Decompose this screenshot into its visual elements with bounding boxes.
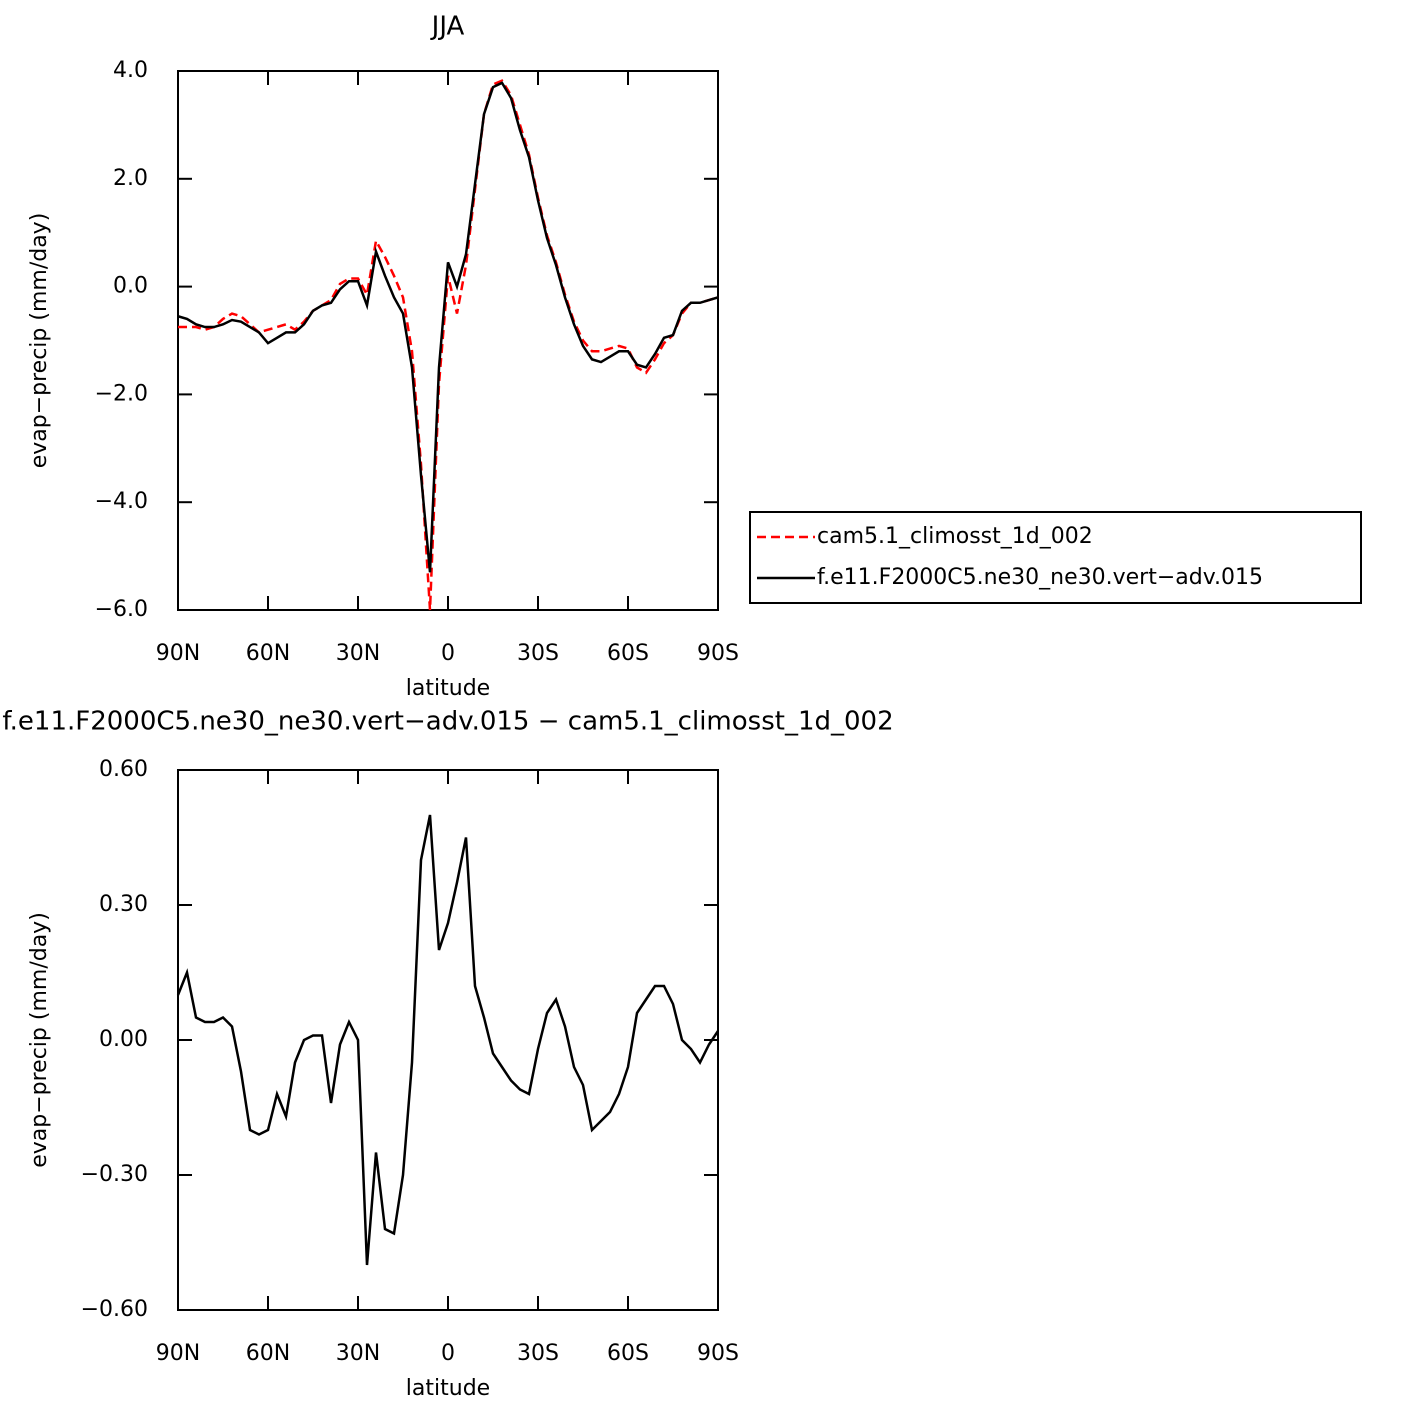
x-tick-label: 0 xyxy=(441,641,455,666)
y-axis-label: evap−precip (mm/day) xyxy=(27,912,52,1168)
x-axis-label: latitude xyxy=(406,1376,490,1401)
legend: cam5.1_climosst_1d_002 f.e11.F2000C5.ne30… xyxy=(749,511,1362,604)
x-tick-label: 0 xyxy=(441,1341,455,1366)
chart-title: f.e11.F2000C5.ne30_ne30.vert−adv.015 − c… xyxy=(2,707,893,737)
x-tick-label: 90N xyxy=(156,641,200,666)
y-tick-label: −0.30 xyxy=(81,1162,148,1187)
y-tick-label: 0.0 xyxy=(113,274,148,299)
plot-frame xyxy=(177,769,719,1311)
x-tick-label: 60N xyxy=(246,641,290,666)
y-axis-label: evap−precip (mm/day) xyxy=(27,213,52,469)
x-tick-label: 90S xyxy=(697,641,739,666)
x-tick-label: 30N xyxy=(336,641,380,666)
data-line xyxy=(177,81,719,573)
y-tick-label: −0.60 xyxy=(81,1297,148,1322)
y-tick-label: 0.00 xyxy=(99,1027,148,1052)
x-tick-label: 30S xyxy=(517,1341,559,1366)
data-line xyxy=(176,814,720,1266)
y-tick-label: 0.60 xyxy=(99,757,148,782)
legend-box xyxy=(749,511,1362,604)
plot-frame xyxy=(177,70,719,611)
chart-title: JJA xyxy=(430,12,465,42)
y-tick-label: 4.0 xyxy=(113,58,148,83)
x-tick-label: 30N xyxy=(336,1341,380,1366)
x-tick-label: 60S xyxy=(607,641,649,666)
x-tick-label: 60S xyxy=(607,1341,649,1366)
legend-label: f.e11.F2000C5.ne30_ne30.vert−adv.015 xyxy=(817,565,1263,590)
y-tick-label: 2.0 xyxy=(113,166,148,191)
legend-label: cam5.1_climosst_1d_002 xyxy=(817,524,1093,549)
x-tick-label: 60N xyxy=(246,1341,290,1366)
data-line xyxy=(178,79,719,611)
x-axis-label: latitude xyxy=(406,676,490,701)
y-tick-label: 0.30 xyxy=(99,892,148,917)
y-tick-label: −4.0 xyxy=(95,489,148,514)
x-tick-label: 30S xyxy=(517,641,559,666)
y-tick-label: −6.0 xyxy=(95,597,148,622)
x-tick-label: 90S xyxy=(697,1341,739,1366)
y-tick-label: −2.0 xyxy=(95,381,148,406)
x-tick-label: 90N xyxy=(156,1341,200,1366)
